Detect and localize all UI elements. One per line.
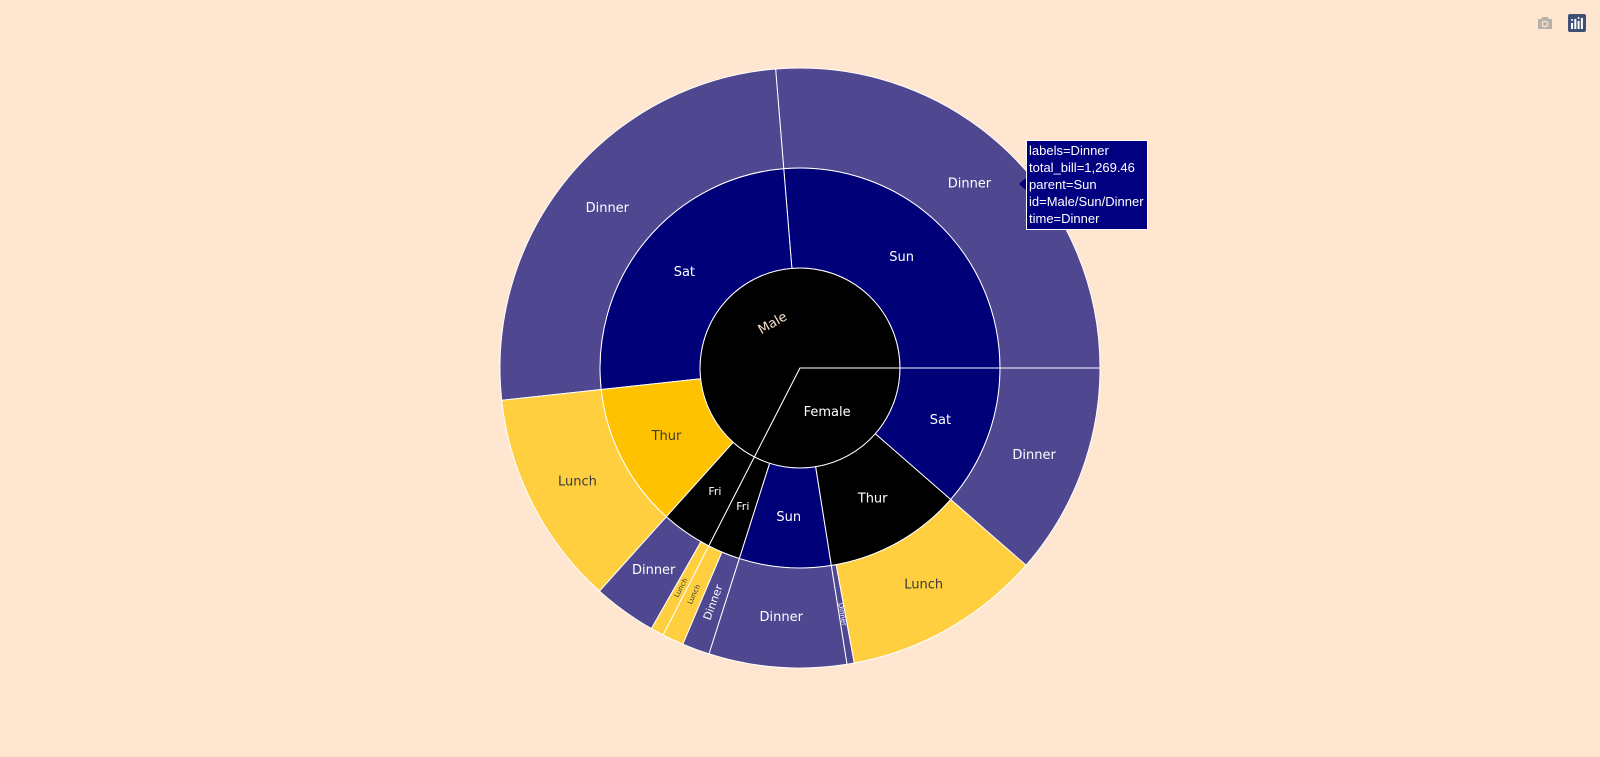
sunburst-sectors	[499, 67, 1101, 669]
label-female-sat-dinner: Dinner	[1012, 448, 1056, 463]
tooltip-line-labels: labels=Dinner	[1029, 143, 1109, 158]
plotly-logo-icon[interactable]	[1566, 12, 1588, 34]
tooltip-line-time: time=Dinner	[1029, 211, 1100, 226]
sector-female-sat-dinner[interactable]	[950, 367, 1101, 566]
label-male-thur-lunch: Lunch	[558, 474, 597, 489]
label-female-sun-dinner: Dinner	[759, 610, 803, 625]
sector-male-sat-dinner[interactable]	[499, 68, 785, 401]
label-male-fri: Fri	[708, 485, 721, 498]
label-female-thur-dinner: Dinner	[836, 602, 848, 627]
tooltip-arrow	[1019, 177, 1027, 191]
label-male-sat: Sat	[674, 265, 695, 280]
label-female-sun: Sun	[776, 510, 801, 525]
label-female-thur: Thur	[857, 492, 888, 507]
label-male-sat-dinner: Dinner	[586, 201, 630, 216]
label-female-fri: Fri	[736, 500, 749, 513]
label-female-thur-lunch: Lunch	[904, 578, 943, 593]
hover-tooltip: labels=Dinner total_bill=1,269.46 parent…	[1026, 140, 1148, 230]
label-female-sat: Sat	[930, 413, 951, 428]
label-male-fri-dinner: Dinner	[632, 563, 676, 578]
label-male-thur: Thur	[651, 429, 682, 444]
modebar	[1534, 12, 1588, 34]
tooltip-line-parent: parent=Sun	[1029, 177, 1097, 192]
label-male-sun-dinner: Dinner	[948, 177, 992, 192]
label-male-sun: Sun	[889, 250, 914, 265]
tooltip-line-id: id=Male/Sun/Dinner	[1029, 194, 1144, 209]
tooltip-line-total-bill: total_bill=1,269.46	[1029, 160, 1135, 175]
label-female: Female	[804, 405, 851, 420]
camera-icon[interactable]	[1534, 12, 1556, 34]
